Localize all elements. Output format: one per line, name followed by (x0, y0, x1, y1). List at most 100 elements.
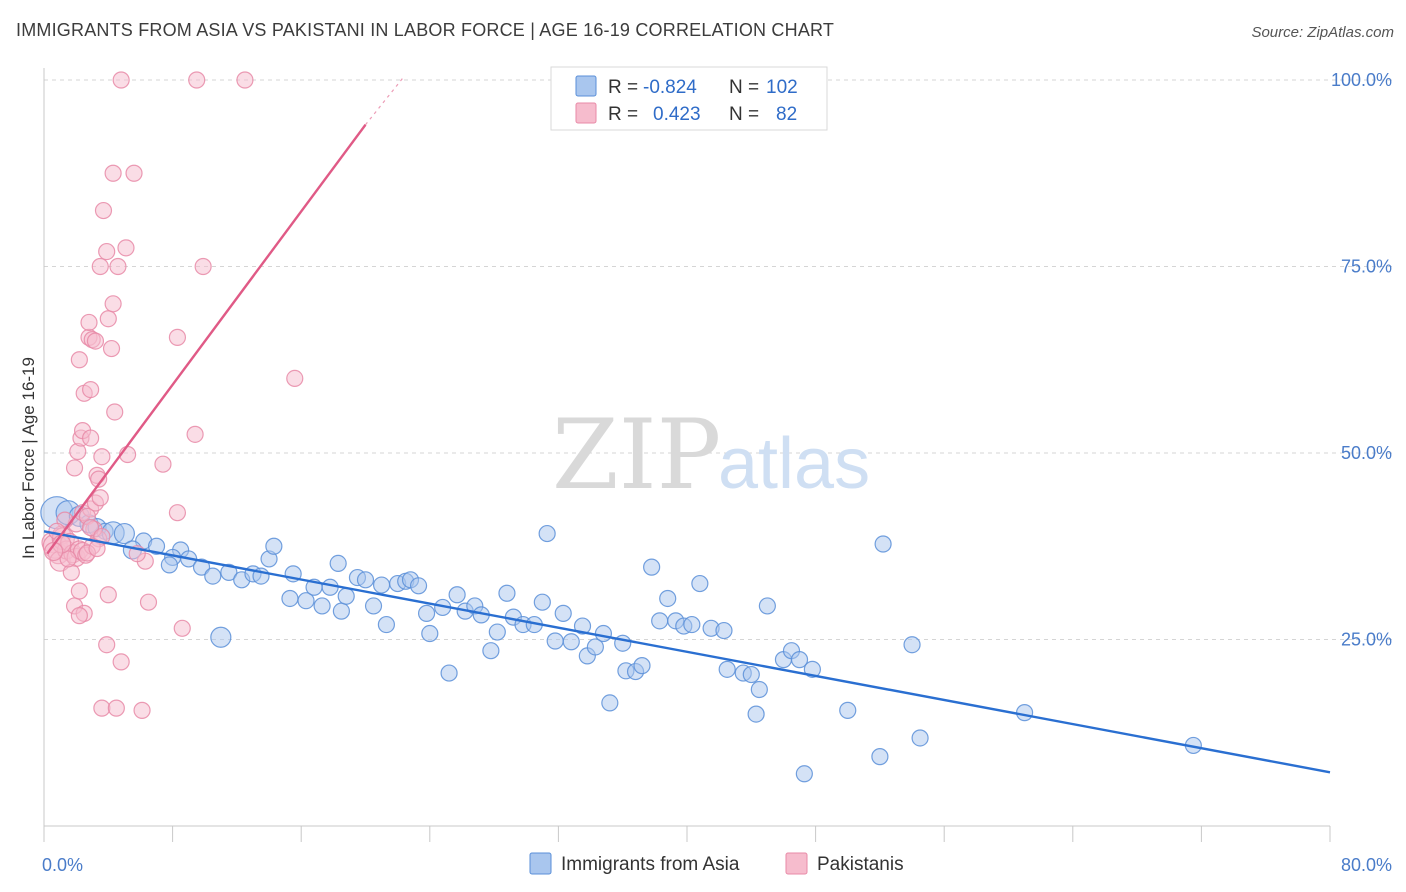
series-legend: Immigrants from Asia Pakistanis (529, 852, 904, 875)
point-pakistani-31 (82, 429, 100, 447)
point-pakistani-47 (91, 257, 109, 276)
point-asia-79 (718, 660, 736, 678)
point-pakistani-54 (112, 71, 130, 89)
point-pakistani-34 (91, 489, 109, 507)
point-asia-30 (329, 554, 347, 573)
axes (43, 68, 1331, 842)
tick-labels: 25.0% 50.0% 75.0% 100.0% 0.0% 80.0% (42, 70, 1392, 875)
point-asia-52 (498, 584, 516, 602)
trendline-pakistani (46, 124, 367, 555)
legend-r-label-1: R = (608, 77, 638, 98)
point-pakistani-81 (44, 541, 64, 562)
point-asia-78 (715, 621, 733, 640)
point-asia-92 (874, 535, 892, 553)
legend-swatch-pakistanis (785, 852, 808, 875)
watermark: ZIP atlas (552, 399, 870, 511)
watermark-atlas: atlas (718, 424, 870, 504)
point-asia-17 (220, 563, 238, 581)
point-pakistani-43 (99, 310, 117, 328)
point-pakistani-36 (82, 380, 100, 399)
x-tick-label-1: 80.0% (1341, 855, 1392, 875)
point-pakistani-62 (168, 328, 187, 346)
point-asia-58 (546, 632, 564, 650)
point-pakistani-41 (86, 332, 105, 350)
point-pakistani-65 (194, 257, 212, 276)
point-asia-34 (356, 571, 375, 589)
chart-source: Source: ZipAtlas.com (1251, 24, 1394, 41)
point-asia-65 (601, 694, 619, 712)
legend-box (550, 66, 828, 131)
legend-r-value-2: 0.423 (653, 104, 701, 125)
legend-swatch-pink (575, 102, 597, 124)
point-pakistani-70 (93, 699, 111, 717)
point-pakistani-49 (98, 242, 116, 261)
point-pakistani-69 (112, 653, 130, 671)
point-asia-16 (204, 567, 222, 585)
point-pakistani-71 (107, 699, 125, 717)
point-asia-28 (313, 597, 331, 615)
y-axis-title: In Labor Force | Age 16-19 (19, 357, 38, 559)
legend-label-asia: Immigrants from Asia (561, 854, 740, 875)
point-pakistani-56 (236, 71, 254, 89)
point-asia-36 (372, 576, 391, 594)
point-asia-64 (594, 624, 613, 643)
point-asia-93 (903, 636, 921, 654)
point-asia-61 (573, 617, 592, 635)
legend-n-label-1: N = (729, 77, 759, 98)
watermark-zip: ZIP (552, 399, 721, 511)
y-tick-label-0: 25.0% (1341, 630, 1392, 650)
legend-n-value-2: 82 (776, 104, 797, 125)
point-asia-81 (742, 665, 760, 684)
point-pakistani-24 (82, 518, 100, 537)
point-pakistani-50 (104, 164, 122, 182)
point-asia-57 (538, 524, 556, 543)
point-asia-7 (113, 522, 135, 545)
correlation-legend: R = -0.824 N = 102 R = 0.423 N = 82 (550, 66, 828, 131)
point-pakistani-44 (102, 339, 121, 358)
point-asia-88 (795, 765, 813, 783)
point-asia-46 (448, 586, 466, 604)
point-asia-87 (790, 651, 809, 669)
point-asia-15 (192, 558, 211, 576)
y-tick-label-3: 100.0% (1331, 70, 1392, 90)
legend-swatch-blue (575, 75, 597, 97)
y-tick-label-2: 75.0% (1341, 257, 1392, 277)
point-pakistani-68 (98, 636, 116, 654)
legend-n-value-1: 102 (766, 77, 798, 98)
point-asia-70 (643, 558, 661, 576)
point-pakistani-51 (109, 257, 127, 276)
trendline-extension-pakistani (365, 78, 403, 126)
point-asia-24 (281, 589, 299, 608)
point-asia-83 (750, 680, 768, 699)
point-asia-26 (297, 592, 315, 610)
legend-r-value-1: -0.824 (643, 77, 697, 98)
point-pakistani-26 (70, 607, 88, 625)
y-tick-label-1: 50.0% (1341, 443, 1392, 463)
point-asia-35 (364, 597, 383, 615)
point-pakistani-27 (65, 459, 84, 477)
point-asia-41 (409, 577, 428, 595)
point-asia-59 (554, 604, 572, 622)
point-asia-43 (421, 624, 439, 643)
point-asia-42 (417, 604, 436, 622)
point-pakistani-33 (90, 470, 108, 488)
point-asia-94 (911, 729, 929, 747)
point-asia-19 (210, 626, 232, 648)
point-pakistani-46 (106, 403, 124, 421)
point-asia-72 (659, 589, 677, 608)
point-asia-91 (871, 748, 889, 766)
point-pakistani-53 (125, 164, 143, 182)
point-asia-75 (683, 615, 701, 634)
point-asia-31 (332, 602, 350, 620)
legend-swatch-asia (529, 852, 552, 875)
point-asia-10 (147, 537, 166, 555)
point-asia-69 (633, 657, 651, 675)
point-pakistani-66 (286, 369, 304, 387)
point-asia-95 (1015, 704, 1034, 722)
point-asia-82 (747, 705, 765, 723)
point-asia-63 (586, 638, 604, 656)
chart-title: IMMIGRANTS FROM ASIA VS PAKISTANI IN LAB… (16, 20, 835, 40)
legend-label-pakistanis: Pakistanis (817, 854, 904, 875)
point-pakistani-64 (186, 425, 204, 443)
point-pakistani-72 (133, 701, 151, 719)
